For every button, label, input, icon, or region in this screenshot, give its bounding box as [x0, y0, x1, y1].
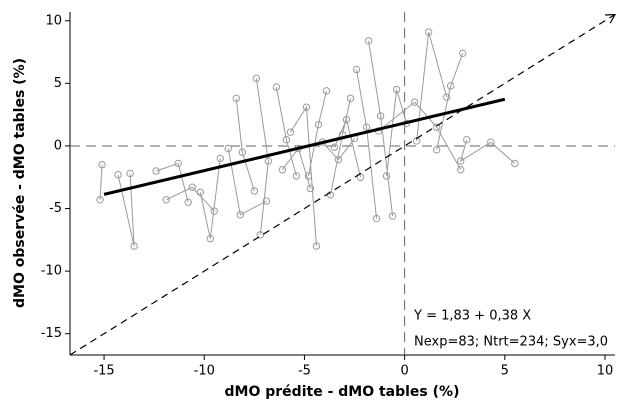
point — [272, 83, 281, 91]
point — [96, 196, 104, 204]
point — [162, 196, 170, 204]
point — [330, 143, 339, 151]
x-tick-label: -15 — [93, 364, 114, 379]
annotation: Nexp=83; Ntrt=234; Syx=3,0 — [414, 335, 608, 350]
point — [410, 98, 419, 106]
point — [334, 156, 343, 164]
y-tick-label: -5 — [49, 201, 62, 216]
y-tick-label: -10 — [41, 264, 62, 279]
point — [432, 146, 441, 154]
y-tick-label: 10 — [45, 13, 62, 28]
point — [278, 166, 287, 174]
y-axis-title: dMO observée - dMO tables (%) — [12, 58, 28, 308]
point — [210, 207, 218, 215]
point — [264, 157, 273, 165]
point — [432, 123, 441, 131]
y-tick-label: -15 — [41, 326, 62, 341]
x-axis-title: dMO prédite - dMO tables (%) — [225, 384, 460, 400]
point — [224, 144, 232, 153]
point — [292, 172, 301, 180]
point — [388, 212, 397, 220]
point — [511, 159, 519, 168]
point — [188, 183, 196, 191]
point — [302, 103, 311, 111]
point — [314, 120, 323, 129]
point — [457, 166, 465, 174]
point — [342, 115, 351, 124]
x-tick-label: 5 — [501, 364, 509, 379]
point — [262, 197, 271, 205]
point — [98, 161, 106, 169]
point — [463, 135, 471, 144]
point — [392, 85, 401, 94]
identity-line — [69, 15, 615, 356]
regression-line — [103, 97, 506, 196]
point — [446, 82, 455, 90]
point — [306, 184, 315, 193]
point — [256, 231, 265, 239]
point — [312, 242, 321, 250]
point — [286, 128, 295, 136]
x-tick-label: -10 — [194, 364, 215, 379]
point — [459, 49, 467, 58]
point — [362, 123, 371, 131]
point — [206, 234, 214, 243]
x-tick-label: 0 — [400, 364, 408, 379]
point — [424, 28, 433, 36]
point — [250, 187, 259, 195]
point — [152, 167, 160, 175]
point — [174, 159, 182, 168]
point — [216, 154, 224, 163]
point — [232, 94, 241, 103]
annotation: Y = 1,83 + 0,38 X — [413, 309, 531, 324]
point — [322, 87, 331, 95]
point — [352, 65, 361, 74]
point — [238, 148, 247, 156]
point — [126, 169, 134, 178]
y-tick-label: 5 — [54, 76, 62, 91]
x-tick-label: 10 — [597, 364, 614, 379]
point — [376, 112, 385, 120]
point — [252, 74, 261, 83]
point — [304, 172, 313, 180]
point — [487, 138, 495, 146]
point — [282, 135, 291, 144]
point — [130, 242, 138, 250]
point — [372, 214, 381, 223]
point — [114, 171, 122, 179]
point — [184, 198, 192, 206]
y-tick-label: 0 — [54, 138, 62, 153]
point — [382, 172, 391, 180]
point — [346, 94, 355, 103]
connector-line — [99, 31, 516, 247]
point — [442, 93, 451, 101]
point — [457, 157, 465, 165]
x-tick-label: -5 — [298, 364, 311, 379]
point — [236, 211, 245, 219]
point — [196, 188, 204, 196]
point — [364, 37, 373, 45]
